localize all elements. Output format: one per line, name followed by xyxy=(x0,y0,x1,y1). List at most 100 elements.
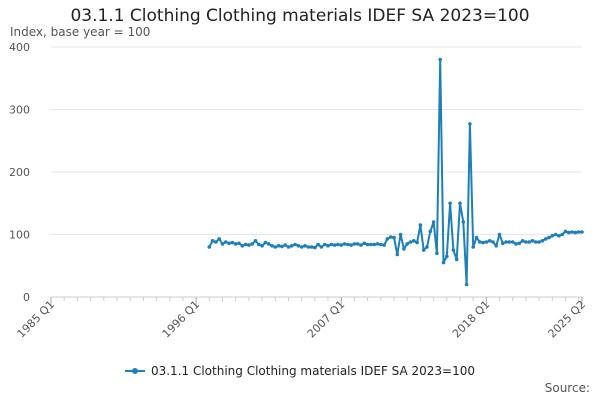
data-point xyxy=(355,242,360,246)
y-tick-label: 100 xyxy=(9,229,30,242)
data-point xyxy=(441,260,446,265)
data-point xyxy=(415,240,419,245)
data-point xyxy=(507,240,512,244)
data-point xyxy=(553,232,558,237)
data-point xyxy=(563,229,568,234)
data-point xyxy=(243,242,248,247)
data-point xyxy=(382,243,386,247)
data-point xyxy=(421,248,426,252)
data-point xyxy=(332,243,337,247)
data-point xyxy=(428,229,433,234)
data-point xyxy=(471,245,476,249)
data-point xyxy=(339,243,344,247)
data-point xyxy=(448,201,452,206)
data-point xyxy=(491,240,495,244)
data-point xyxy=(263,240,268,245)
source-label: Source: xyxy=(544,381,590,395)
data-point xyxy=(210,239,215,243)
y-tick-label: 300 xyxy=(9,104,30,117)
data-point xyxy=(425,245,429,249)
x-tick-label: 2018 Q1 xyxy=(450,298,493,341)
data-point xyxy=(570,230,574,234)
series-layer xyxy=(207,57,584,287)
chart-title: 03.1.1 Clothing Clothing materials IDEF … xyxy=(70,6,530,26)
data-point xyxy=(237,241,241,246)
data-point xyxy=(557,234,561,238)
data-point xyxy=(319,245,324,249)
data-point xyxy=(253,239,258,243)
data-point xyxy=(580,230,584,234)
data-point xyxy=(227,241,231,246)
data-point xyxy=(250,242,254,246)
data-point xyxy=(392,235,396,240)
data-point xyxy=(576,230,581,234)
data-point xyxy=(458,201,462,206)
data-point xyxy=(402,247,406,251)
data-point xyxy=(379,242,383,247)
y-tick-label: 400 xyxy=(9,41,30,54)
data-point xyxy=(388,235,393,239)
data-point xyxy=(540,239,545,243)
data-point xyxy=(233,242,238,246)
data-point xyxy=(534,240,538,244)
data-point xyxy=(247,243,251,247)
data-point xyxy=(487,239,492,243)
data-point xyxy=(214,240,218,244)
data-point xyxy=(296,244,301,248)
data-point xyxy=(547,235,551,240)
data-point xyxy=(527,240,531,244)
data-point xyxy=(504,240,508,244)
data-point xyxy=(481,240,485,245)
data-point xyxy=(346,242,350,247)
x-tick-label: 1996 Q1 xyxy=(160,298,203,341)
data-point xyxy=(336,242,340,247)
data-point xyxy=(408,240,413,244)
gridlines xyxy=(51,46,582,235)
data-point xyxy=(398,232,403,237)
data-point xyxy=(560,232,564,237)
data-point xyxy=(290,244,294,248)
data-point xyxy=(375,242,380,246)
data-point xyxy=(313,245,317,250)
x-tick-label: 1985 Q1 xyxy=(15,298,58,341)
data-point xyxy=(395,252,400,257)
data-point xyxy=(510,240,515,244)
y-tick-label: 0 xyxy=(23,291,30,304)
data-point xyxy=(451,248,456,252)
data-point xyxy=(478,240,482,244)
legend-swatch xyxy=(124,366,145,376)
data-point xyxy=(435,251,439,256)
data-point xyxy=(454,257,459,262)
data-point xyxy=(276,244,281,248)
data-point xyxy=(224,240,228,244)
data-point xyxy=(362,241,367,246)
legend-label: 03.1.1 Clothing Clothing materials IDEF … xyxy=(150,364,476,378)
data-point xyxy=(530,239,535,243)
data-point xyxy=(405,242,410,246)
data-point xyxy=(438,57,443,62)
data-point xyxy=(260,244,264,248)
data-point xyxy=(543,237,548,241)
data-point xyxy=(230,240,235,245)
data-point xyxy=(303,244,307,248)
data-point xyxy=(306,245,311,249)
data-point xyxy=(520,239,525,243)
data-point xyxy=(524,240,528,244)
data-point xyxy=(280,244,284,249)
data-point xyxy=(299,245,304,249)
data-point xyxy=(431,220,436,224)
data-point xyxy=(342,242,347,246)
data-point xyxy=(550,234,555,238)
data-point xyxy=(385,237,390,241)
data-point xyxy=(316,242,320,247)
data-point xyxy=(257,242,261,247)
data-point xyxy=(567,230,571,235)
data-point xyxy=(329,242,334,247)
y-axis-label: Index, base year = 100 xyxy=(10,25,151,39)
legend[interactable]: 03.1.1 Clothing Clothing materials IDEF … xyxy=(0,364,600,378)
data-point xyxy=(468,122,472,126)
data-point xyxy=(445,254,449,259)
data-point xyxy=(359,243,363,247)
data-point xyxy=(220,242,225,246)
